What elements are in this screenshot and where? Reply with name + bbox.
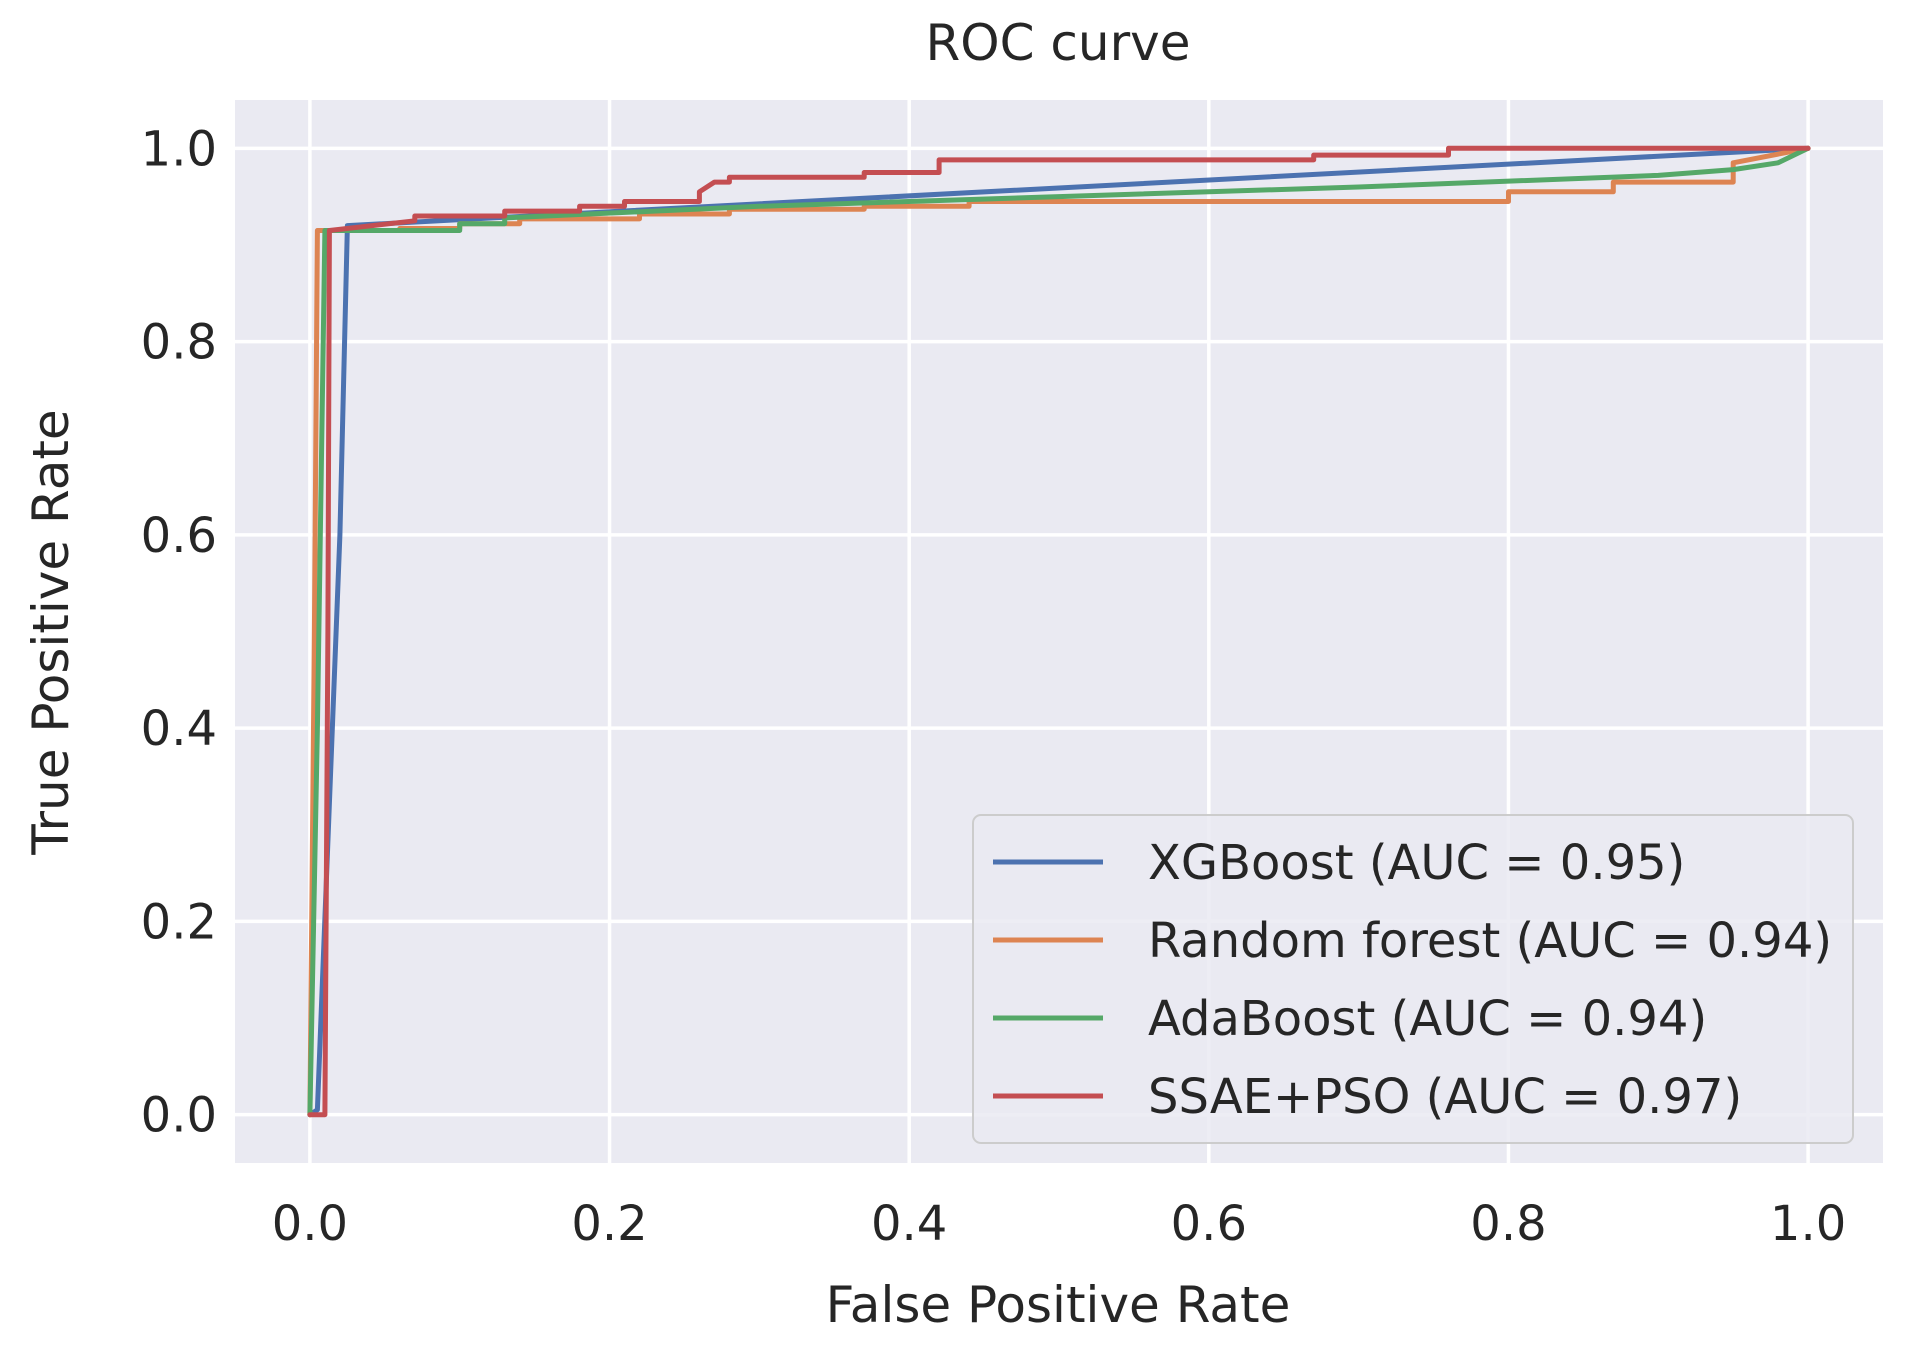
y-tick-label: 0.4 (141, 701, 217, 757)
y-tick-label: 0.0 (141, 1088, 217, 1144)
series-line-xgboost (307, 145, 1811, 1118)
y-axis-label: True Positive Rate (22, 409, 80, 855)
legend-label: AdaBoost (AUC = 0.94) (1148, 991, 1707, 1047)
legend-label: XGBoost (AUC = 0.95) (1148, 835, 1685, 891)
y-tick-label: 0.6 (141, 508, 217, 564)
x-tick-label: 0.4 (871, 1196, 947, 1252)
legend-label: Random forest (AUC = 0.94) (1148, 913, 1832, 969)
x-tick-label: 0.8 (1470, 1196, 1546, 1252)
legend-box (972, 814, 1854, 1144)
grid-lines (235, 100, 1883, 1163)
x-tick-label: 0.2 (571, 1196, 647, 1252)
legend: XGBoost (AUC = 0.95) Random forest (AUC =… (972, 814, 1854, 1144)
tick-labels: 0.0 0.2 0.4 0.6 0.8 1.0 0.0 0.2 0.4 0.6 0.8 1.0 (141, 121, 1847, 1252)
legend-label: SSAE+PSO (AUC = 0.97) (1148, 1069, 1742, 1125)
y-tick-label: 1.0 (141, 121, 217, 177)
x-tick-label: 0.0 (272, 1196, 348, 1252)
series-line-ssae-pso (307, 145, 1811, 1118)
chart-title: ROC curve (926, 14, 1191, 72)
series-lines (307, 145, 1811, 1118)
x-tick-label: 0.6 (1171, 1196, 1247, 1252)
y-tick-label: 0.8 (141, 315, 217, 371)
x-tick-label: 1.0 (1770, 1196, 1846, 1252)
x-axis-label: False Positive Rate (826, 1276, 1291, 1334)
y-tick-label: 0.2 (141, 894, 217, 950)
